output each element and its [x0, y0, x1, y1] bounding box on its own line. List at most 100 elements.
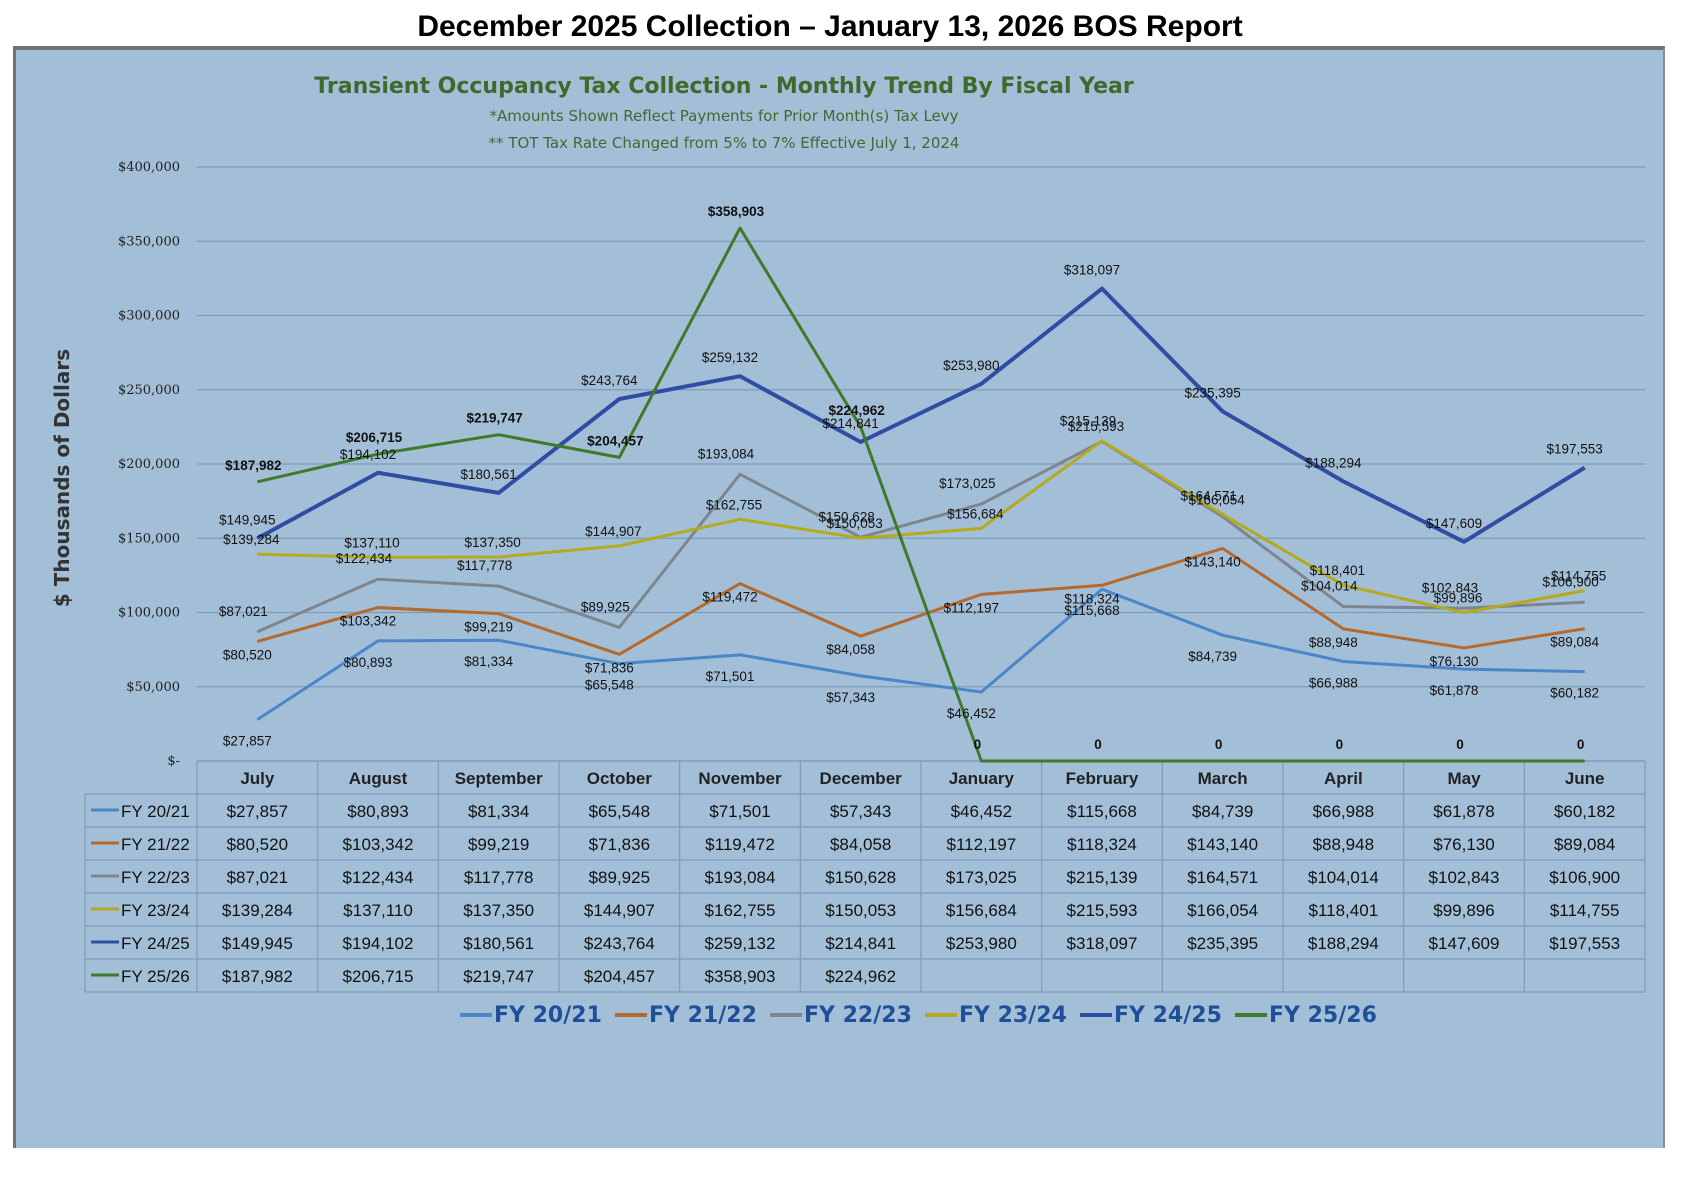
x-category-label: June [1565, 769, 1605, 788]
chart-subtitle-2: ** TOT Tax Rate Changed from 5% to 7% Ef… [489, 134, 960, 152]
x-category-label: May [1447, 769, 1481, 788]
table-cell: $84,058 [830, 835, 891, 854]
data-label: $173,025 [939, 476, 995, 491]
data-label: $84,058 [826, 642, 875, 657]
chart-subtitle-1: *Amounts Shown Reflect Payments for Prio… [489, 107, 958, 125]
legend-label: FY 22/23 [804, 1003, 912, 1028]
data-label: $60,182 [1550, 686, 1599, 701]
data-label: 0 [974, 737, 982, 752]
table-cell: $117,778 [464, 868, 534, 887]
data-label: $102,843 [1422, 580, 1478, 595]
table-cell: $166,054 [1187, 901, 1258, 920]
x-category-label: August [349, 769, 408, 788]
x-category-label: December [820, 769, 903, 788]
data-label: $137,110 [344, 535, 399, 550]
y-tick-label: $300,000 [118, 309, 180, 324]
data-label: $99,219 [464, 620, 513, 635]
table-cell: $104,014 [1308, 868, 1379, 887]
table-cell: $193,084 [705, 868, 776, 887]
row-label: FY 23/24 [121, 901, 190, 920]
data-label: $188,294 [1305, 455, 1362, 470]
chart-title: Transient Occupancy Tax Collection - Mon… [314, 74, 1134, 99]
data-label: $114,755 [1551, 569, 1606, 584]
table-cell: $204,457 [584, 967, 655, 986]
table-cell: $61,878 [1433, 802, 1494, 821]
legend-item: FY 22/23 [770, 1003, 912, 1028]
data-label: $65,548 [585, 678, 634, 693]
table-cell: $112,197 [947, 835, 1017, 854]
data-label: $318,097 [1064, 263, 1120, 278]
y-tick-label: $150,000 [118, 531, 180, 546]
data-label: $215,593 [1068, 419, 1124, 434]
table-cell: $150,628 [825, 868, 896, 887]
data-label: $76,130 [1430, 654, 1479, 669]
table-row: FY 25/26 $187,982 $206,715 $219,747 $204,457… [91, 967, 896, 986]
table-cell: $162,755 [705, 901, 776, 920]
data-table: July August September October November Decemb… [84, 760, 1645, 993]
data-label: 0 [1456, 737, 1464, 752]
series-line-2223 [256, 440, 1585, 634]
series-line-2324 [257, 439, 1585, 615]
legend-label: FY 20/21 [494, 1003, 602, 1028]
series-line-2526 [256, 226, 1585, 763]
x-category-label: February [1066, 769, 1139, 788]
data-label: $235,395 [1185, 385, 1241, 400]
table-cell: $103,342 [343, 835, 414, 854]
x-category-label: September [455, 769, 543, 788]
data-label: $166,054 [1189, 492, 1246, 507]
table-cell: $27,857 [227, 802, 288, 821]
data-label: $80,893 [344, 655, 393, 670]
table-cell: $114,755 [1550, 901, 1620, 920]
data-label: $122,434 [336, 551, 393, 566]
data-label: $149,945 [219, 512, 275, 527]
table-cell: $224,962 [825, 967, 896, 986]
table-cell: $102,843 [1429, 868, 1500, 887]
data-label: $194,102 [340, 447, 396, 462]
table-cell: $188,294 [1308, 934, 1379, 953]
data-label: $118,401 [1310, 563, 1365, 578]
data-labels: $27,857 $80,893 $81,334 $65,548 $71,501 $57,3… [219, 204, 1606, 752]
table-cell: $80,893 [347, 802, 408, 821]
table-cell: $71,501 [709, 802, 770, 821]
x-category-label: November [698, 769, 782, 788]
data-label: $219,747 [467, 411, 523, 426]
table-cell: $206,715 [343, 967, 414, 986]
data-label: $215,139 [1060, 414, 1116, 429]
table-cell: $87,021 [227, 868, 288, 887]
series-line-2425 [256, 286, 1586, 544]
x-category-label: October [587, 769, 653, 788]
data-label: $204,457 [587, 433, 643, 448]
row-label: FY 24/25 [121, 934, 190, 953]
table-cell: $143,140 [1187, 835, 1258, 854]
data-label: $89,084 [1550, 635, 1599, 650]
table-cell: $180,561 [463, 934, 534, 953]
table-cell: $243,764 [584, 934, 655, 953]
table-row: FY 23/24 $139,284 $137,110 $137,350 $144,907… [91, 901, 1619, 920]
legend-item: FY 20/21 [460, 1003, 602, 1028]
table-cell: $259,132 [705, 934, 776, 953]
data-label: $115,668 [1064, 603, 1119, 618]
table-row: FY 20/21 $27,857 $80,893 $81,334 $65,548 $71,… [91, 802, 1615, 821]
data-label: $118,324 [1064, 591, 1120, 606]
data-label: $137,350 [465, 535, 521, 550]
data-label: $117,778 [457, 558, 512, 573]
data-label: $104,014 [1301, 579, 1358, 594]
data-label: 0 [1215, 737, 1223, 752]
table-cell: $137,110 [343, 901, 413, 920]
row-label: FY 21/22 [121, 835, 190, 854]
table-row: FY 21/22 $80,520 $103,342 $99,219 $71,836 $11… [91, 835, 1615, 854]
legend-label: FY 25/26 [1269, 1003, 1377, 1028]
data-label: $99,896 [1434, 591, 1483, 606]
y-tick-label: $100,000 [118, 606, 180, 621]
table-cell: $118,324 [1067, 835, 1137, 854]
table-cell: $65,548 [589, 802, 650, 821]
table-cell: $214,841 [825, 934, 896, 953]
data-label: $139,284 [223, 532, 280, 547]
legend-item: FY 24/25 [1080, 1003, 1222, 1028]
data-label: $27,857 [223, 734, 272, 749]
table-cell: $147,609 [1429, 934, 1500, 953]
table-cell: $118,401 [1309, 901, 1379, 920]
table-cell: $139,284 [222, 901, 293, 920]
y-tick-label: $350,000 [118, 234, 180, 249]
